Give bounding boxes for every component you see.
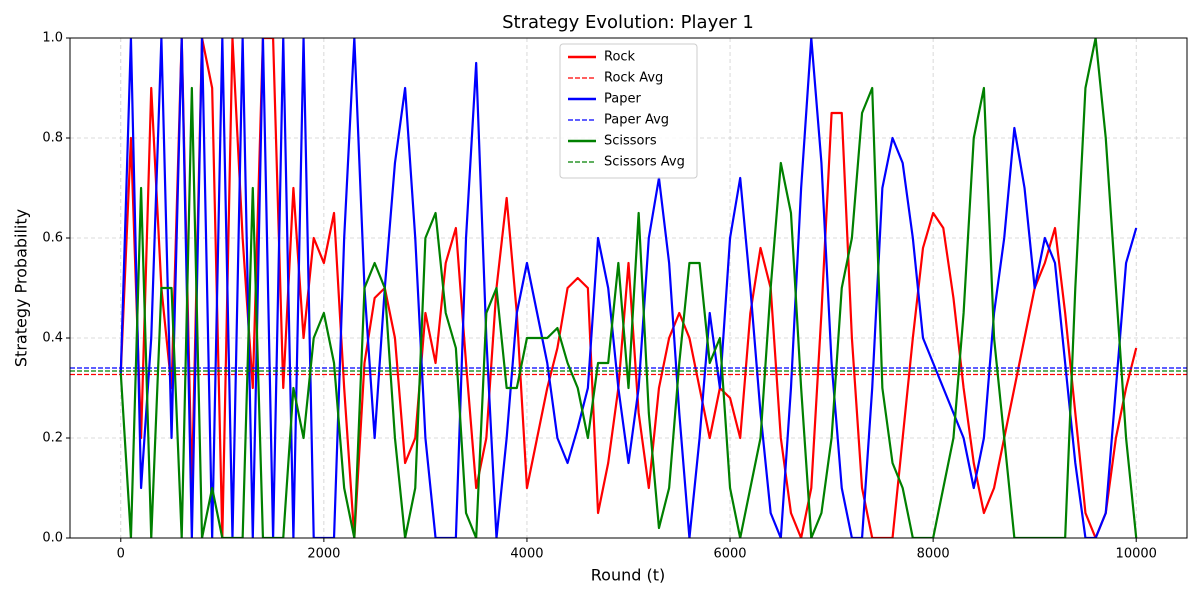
legend-box bbox=[559, 43, 698, 179]
x-tick-label: 6000 bbox=[713, 547, 746, 562]
x-tick-label: 0 bbox=[117, 547, 125, 562]
y-tick-label: 0.2 bbox=[42, 431, 63, 446]
x-tick-label: 4000 bbox=[510, 547, 543, 562]
y-tick-label: 0.0 bbox=[42, 531, 63, 546]
x-tick-label: 2000 bbox=[307, 547, 340, 562]
x-tick-label: 8000 bbox=[917, 547, 950, 562]
legend-label: Paper Avg bbox=[604, 113, 669, 128]
y-tick-label: 0.8 bbox=[42, 131, 63, 146]
legend-label: Scissors Avg bbox=[604, 155, 685, 170]
y-tick-label: 0.4 bbox=[42, 331, 63, 346]
y-axis-label: Strategy Probability bbox=[12, 209, 31, 367]
x-tick-label: 10000 bbox=[1116, 547, 1157, 562]
legend-label: Rock bbox=[604, 50, 636, 65]
chart-title: Strategy Evolution: Player 1 bbox=[502, 12, 754, 33]
legend-label: Scissors bbox=[604, 134, 657, 149]
series-line bbox=[119, 38, 1138, 538]
y-tick-label: 0.6 bbox=[42, 231, 63, 246]
y-tick-label: 1.0 bbox=[42, 31, 63, 46]
legend-label: Paper bbox=[604, 92, 641, 107]
x-axis-label: Round (t) bbox=[591, 566, 665, 585]
series-line bbox=[119, 38, 1138, 538]
plot-frame bbox=[69, 37, 1188, 539]
legend-label: Rock Avg bbox=[604, 71, 663, 86]
